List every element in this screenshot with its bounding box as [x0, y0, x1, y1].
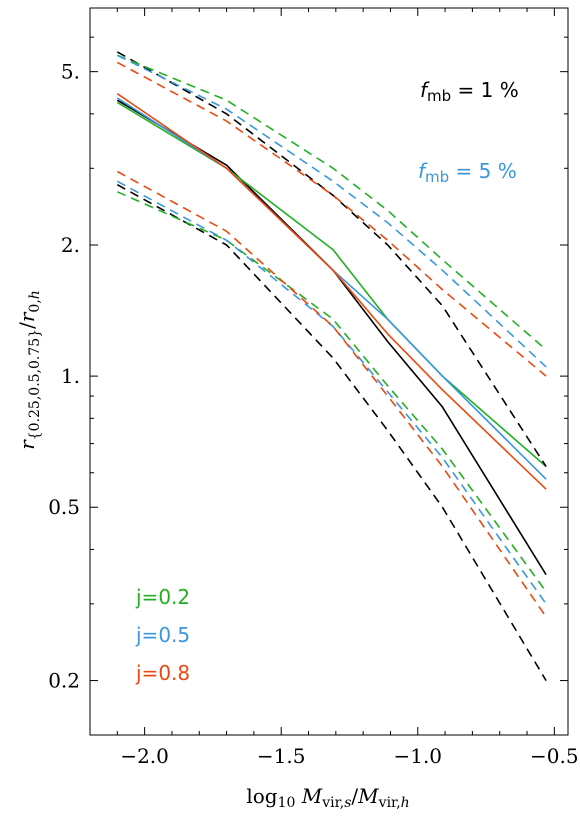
series-line-black-solid [116, 99, 547, 576]
x-tick-label: −1.0 [393, 744, 442, 768]
tick-labels: −2.0 −1.5 −1.0 −0.5 0.2 0.5 1. 2. 5. [48, 60, 578, 768]
series-line-j08-dashed [116, 170, 547, 618]
annotation-fmb-5-rest: = 5 % [449, 159, 517, 183]
series-line-j05-dashed [116, 54, 547, 368]
series-line-black-dashed [116, 183, 547, 682]
series-line-j05-dashed [116, 180, 547, 605]
chart-series [116, 51, 547, 682]
annotation-fmb-5-f: f [418, 159, 428, 183]
plot-frame [89, 7, 569, 736]
annotation-fmb-1-rest: = 1 % [451, 78, 519, 102]
annotation-fmb-5-sub: mb [425, 168, 449, 186]
y-tick-label: 2. [61, 233, 80, 257]
legend-item-j08: j=0.8 [135, 661, 190, 685]
legend-item-j05: j=0.5 [135, 623, 190, 647]
series-line-black-dashed [116, 51, 547, 467]
series-line-j02-dashed [116, 54, 547, 351]
y-tick-label: 5. [61, 60, 80, 84]
y-tick-label: 0.2 [48, 669, 80, 693]
annotation-fmb-1: fmb = 1 % [420, 78, 519, 105]
x-tick-label: −2.0 [120, 744, 169, 768]
annotation-fmb-5: fmb = 5 % [418, 159, 517, 186]
y-axis-title: r{0.25,0.5,0.75}/r0,h [15, 290, 43, 450]
series-line-j02-solid [116, 101, 547, 468]
x-axis-title: log10 Mvir,s/Mvir,h [246, 784, 409, 811]
annotation-fmb-1-sub: mb [427, 87, 451, 105]
x-tick-label: −0.5 [530, 744, 579, 768]
series-line-j08-solid [116, 93, 547, 490]
series-line-j02-dashed [116, 191, 547, 593]
y-tick-label: 1. [61, 364, 80, 388]
y-tick-label: 0.5 [48, 495, 80, 519]
x-tick-label: −1.5 [257, 744, 306, 768]
legend-item-j02: j=0.2 [135, 585, 190, 609]
series-line-j05-solid [116, 97, 547, 480]
axis-ticks [90, 7, 568, 735]
annotation-fmb-1-f: f [420, 78, 430, 102]
series-line-j08-dashed [116, 61, 547, 377]
